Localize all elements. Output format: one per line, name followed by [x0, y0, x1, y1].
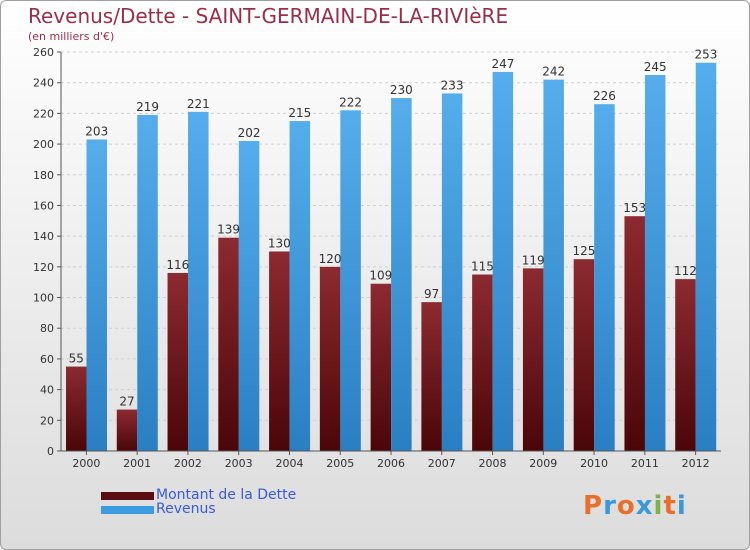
bar-revenus: [543, 79, 564, 451]
bar-revenus: [188, 111, 209, 451]
y-tick-label: 60: [40, 353, 54, 366]
x-tick-label: 2006: [377, 457, 405, 470]
bar-dette: [522, 268, 544, 451]
bar-revenus: [340, 110, 361, 452]
logo-letter: i: [676, 491, 687, 521]
data-label-revenus: 253: [695, 48, 718, 62]
x-tick-label: 2000: [72, 457, 100, 470]
x-tick-label: 2008: [479, 457, 507, 470]
y-tick-label: 140: [33, 230, 54, 243]
bar-dette: [675, 279, 696, 451]
bar-dette: [218, 237, 239, 451]
bar-dette: [472, 274, 493, 451]
x-tick-label: 2009: [529, 457, 557, 470]
data-label-revenus: 245: [644, 60, 667, 74]
data-label-dette: 115: [471, 260, 494, 274]
data-label-dette: 120: [319, 252, 342, 266]
data-label-dette: 112: [674, 264, 697, 278]
bar-revenus: [441, 93, 463, 451]
data-label-revenus: 247: [491, 57, 514, 71]
data-label-revenus: 219: [136, 100, 159, 114]
bar-dette: [370, 283, 392, 451]
legend-label-dette: Montant de la Dette: [156, 487, 297, 503]
data-label-revenus: 221: [187, 97, 210, 111]
chart-title: Revenus/Dette - SAINT-GERMAIN-DE-LA-RIVI…: [28, 4, 509, 28]
data-label-dette: 153: [623, 201, 646, 215]
legend-label-revenus: Revenus: [156, 501, 216, 517]
x-tick-label: 2004: [275, 457, 303, 470]
y-tick-label: 0: [47, 445, 54, 458]
data-label-dette: 139: [217, 223, 240, 237]
data-label-dette: 125: [572, 244, 595, 258]
data-label-dette: 109: [369, 269, 392, 283]
legend-swatch-dette: [101, 492, 154, 500]
y-tick-label: 200: [33, 138, 54, 151]
bar-dette: [167, 272, 189, 451]
bar-dette: [624, 216, 645, 451]
bar-revenus: [594, 104, 615, 451]
bar-revenus: [137, 114, 158, 452]
data-label-dette: 130: [268, 237, 291, 251]
bar-dette: [573, 259, 595, 451]
proxiti-logo: Proxiti: [583, 491, 687, 521]
data-label-dette: 27: [119, 395, 134, 409]
logo-letter: t: [663, 491, 677, 521]
data-label-revenus: 226: [593, 89, 616, 103]
bar-dette: [421, 302, 442, 451]
y-tick-label: 180: [33, 169, 54, 182]
bars: [66, 62, 717, 452]
x-tick-label: 2002: [174, 457, 202, 470]
chart-subtitle: (en milliers d'€): [28, 30, 115, 43]
logo-letter: P: [583, 491, 604, 521]
y-tick-label: 100: [33, 292, 54, 305]
bar-revenus: [492, 71, 514, 451]
bar-dette: [66, 366, 87, 451]
bar-revenus: [391, 98, 412, 452]
data-label-revenus: 203: [85, 124, 108, 138]
y-tick-label: 20: [40, 414, 54, 427]
y-tick-label: 240: [33, 77, 54, 90]
data-label-dette: 55: [69, 352, 84, 366]
bar-revenus: [695, 62, 717, 451]
logo-letter: r: [603, 491, 617, 521]
data-label-revenus: 202: [238, 126, 261, 140]
y-tick-label: 220: [33, 107, 54, 120]
bar-revenus: [289, 121, 311, 452]
data-label-dette: 97: [424, 287, 439, 301]
x-tick-label: 2012: [682, 457, 710, 470]
x-tick-label: 2005: [326, 457, 354, 470]
logo-letter: o: [616, 491, 636, 521]
x-tick-label: 2001: [123, 457, 151, 470]
y-tick-label: 40: [40, 384, 54, 397]
bar-revenus: [644, 75, 666, 452]
y-tick-label: 260: [33, 46, 54, 59]
x-tick-label: 2011: [631, 457, 659, 470]
data-label-dette: 119: [522, 253, 545, 267]
logo-letter: x: [635, 491, 654, 521]
data-label-revenus: 242: [542, 65, 565, 79]
data-label-revenus: 233: [441, 78, 464, 92]
legend-swatch-revenus: [101, 506, 154, 514]
data-label-dette: 116: [166, 258, 189, 272]
bar-dette: [269, 251, 290, 451]
y-tick-label: 120: [33, 261, 54, 274]
bar-revenus: [86, 139, 107, 451]
x-tick-label: 2003: [225, 457, 253, 470]
x-tick-label: 2010: [580, 457, 608, 470]
bar-revenus: [238, 141, 260, 451]
data-label-revenus: 230: [390, 83, 413, 97]
bar-dette: [116, 409, 138, 451]
bar-dette: [319, 266, 341, 451]
data-labels: 55 203 27 219 116 221 139 202 130 215 120 222 109 230…: [69, 48, 718, 409]
y-axis: 0 20 40 60 80 100 120 140 160 180 200 220 240 260: [33, 46, 62, 458]
data-label-revenus: 215: [288, 106, 311, 120]
logo-letter: i: [653, 491, 664, 521]
data-label-revenus: 222: [339, 95, 362, 109]
x-axis: 2000 2001 2002 2003 2004 2005 2006 2007 2008 2009…: [61, 450, 721, 470]
y-tick-label: 80: [40, 322, 54, 335]
x-tick-label: 2007: [428, 457, 456, 470]
y-tick-label: 160: [33, 199, 54, 212]
